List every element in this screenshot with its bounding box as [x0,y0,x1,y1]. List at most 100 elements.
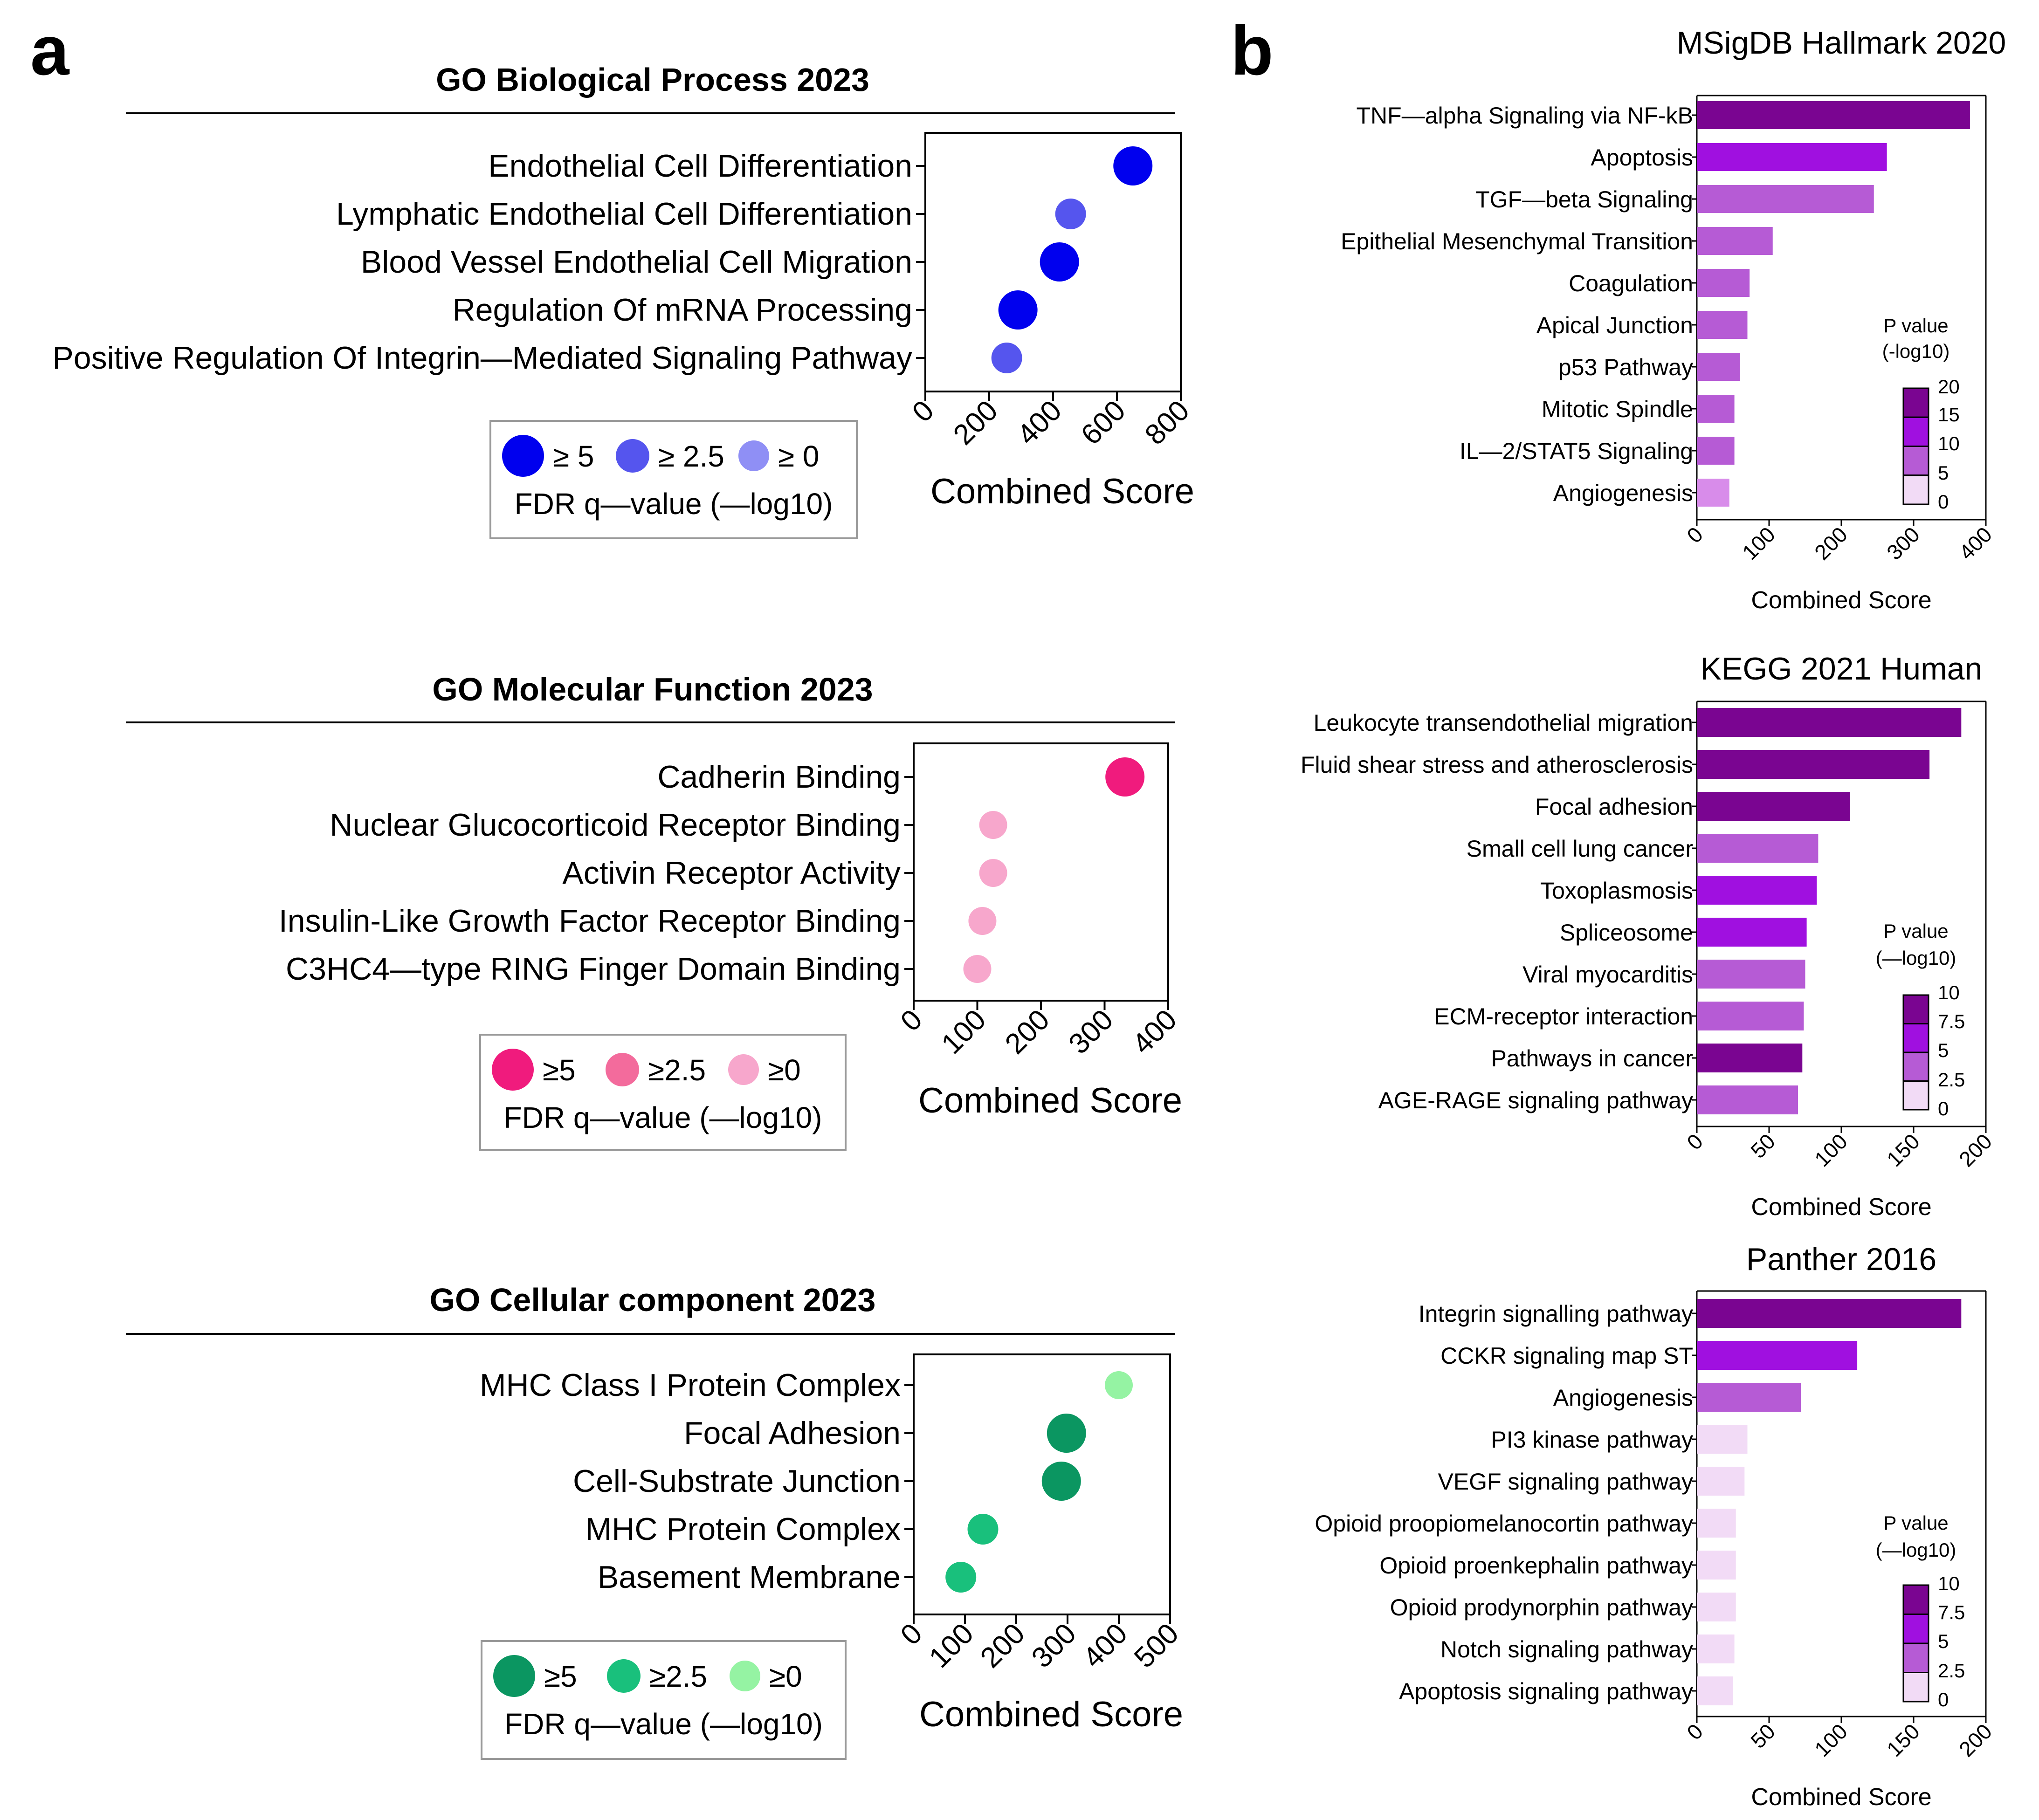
panther-bar [1697,1509,1736,1538]
go_cc-x-tick-label: 300 [1026,1617,1082,1674]
panel-label-b: b [1231,11,1274,89]
go_cc-legend-title: FDR q—value (—log10) [504,1707,823,1741]
panther-x-axis-label: Combined Score [1751,1784,1931,1811]
go_bp-legend-marker [502,435,544,477]
go_bp-x-tick-label: 0 [906,394,940,428]
kegg-category-label: ECM-receptor interaction [1434,1003,1693,1030]
msigdb-category-label: TNF—alpha Signaling via NF-kB [1357,103,1694,129]
go_mf-x-tick-label: 400 [1126,1003,1183,1060]
msigdb-bar [1697,395,1735,423]
panther-category-label: CCKR signaling map ST [1440,1343,1693,1369]
msigdb-bar [1697,227,1773,255]
go_bp-data-point [1040,242,1079,282]
go_cc-data-point [945,1562,977,1593]
go_mf-title: GO Molecular Function 2023 [432,671,873,707]
kegg-category-label: Leukocyte transendothelial migration [1314,710,1693,736]
panther-title: Panther 2016 [1746,1242,1936,1277]
go_bp-legend-label: ≥ 0 [778,440,820,473]
msigdb-category-label: Mitotic Spindle [1542,396,1693,422]
go_cc-x-tick-label: 500 [1128,1617,1185,1674]
kegg-category-label: Fluid shear stress and atherosclerosis [1301,752,1693,778]
msigdb-category-label: TGF—beta Signaling [1475,186,1693,213]
kegg-bar [1697,792,1850,821]
kegg-bar [1697,918,1807,947]
go_cc-x-tick-label: 200 [974,1617,1031,1674]
msigdb-category-label: Apoptosis [1591,144,1693,171]
panther-category-label: Opioid proenkephalin pathway [1379,1552,1693,1579]
panther-bar [1697,1551,1736,1580]
go_bp-data-point [991,343,1022,373]
msigdb-bar [1697,101,1970,129]
msigdb-bar [1697,479,1729,507]
go_cc-data-point [967,1514,999,1545]
kegg-title: KEGG 2021 Human [1701,651,1983,687]
panther-bar [1697,1676,1733,1705]
go_cc-x-tick-label: 400 [1077,1617,1134,1674]
panther-category-label: Integrin signalling pathway [1419,1301,1693,1327]
go_mf-legend-box [479,1034,847,1151]
go_mf-legend-label: ≥2.5 [648,1053,706,1087]
go_cc-legend-label: ≥5 [544,1660,577,1693]
go_mf-x-tick-label: 200 [999,1003,1056,1060]
go_cc-legend-label: ≥2.5 [649,1660,707,1693]
kegg-colorbar-tick-label: 0 [1938,1098,1949,1119]
panther-colorbar-segment [1902,1672,1929,1703]
panther-x-tick-label: 200 [1954,1719,1997,1761]
panther-colorbar-segment [1902,1584,1929,1615]
msigdb-bar [1697,185,1874,213]
go_cc-x-tick-label: 0 [895,1617,929,1651]
msigdb-category-label: Coagulation [1569,270,1693,296]
kegg-category-label: Toxoplasmosis [1540,878,1693,904]
kegg-colorbar-tick-label: 10 [1938,982,1960,1003]
kegg-category-label: Pathways in cancer [1491,1045,1693,1071]
msigdb-category-label: Apical Junction [1536,312,1693,338]
go_cc-legend-label: ≥0 [769,1660,802,1693]
kegg-colorbar-tick-label: 7.5 [1938,1010,1965,1032]
go_bp-data-point [998,290,1038,330]
msigdb-colorbar-segment [1902,416,1929,447]
go_mf-x-tick-label: 300 [1062,1003,1119,1060]
msigdb-category-label: Angiogenesis [1553,480,1693,506]
go_mf-x-tick-label: 100 [935,1003,992,1060]
panther-bar [1697,1299,1962,1328]
kegg-colorbar-segment [1902,994,1929,1024]
go_cc-x-axis-label: Combined Score [919,1695,1183,1734]
kegg-category-label: Small cell lung cancer [1467,836,1693,862]
go_mf-category-label: Nuclear Glucocorticoid Receptor Binding [330,807,901,843]
panther-bar [1697,1467,1745,1496]
go_cc-data-point [1105,1371,1133,1399]
panther-colorbar-segment [1902,1642,1929,1673]
kegg-bar [1697,1002,1804,1030]
kegg-bar [1697,750,1930,779]
go_cc-x-tick-label: 100 [923,1617,980,1674]
kegg-colorbar-tick-label: 2.5 [1938,1069,1965,1091]
kegg-x-tick-label: 100 [1810,1129,1852,1171]
go_cc-legend-marker [493,1655,535,1697]
go_mf-x-axis-label: Combined Score [918,1081,1182,1120]
msigdb-x-tick-label: 400 [1954,522,1997,564]
msigdb-category-label: Epithelial Mesenchymal Transition [1341,228,1693,254]
msigdb-category-label: IL—2/STAT5 Signaling [1460,438,1693,464]
kegg-colorbar-tick-label: 5 [1938,1039,1949,1061]
go_bp-category-label: Endothelial Cell Differentiation [488,148,912,184]
msigdb-x-tick-label: 200 [1810,522,1852,564]
go_cc-category-label: Cell-Substrate Junction [573,1463,901,1499]
go_bp-legend-marker [616,439,649,473]
panther-x-tick-label: 50 [1746,1719,1780,1753]
go_mf-data-point [979,811,1007,839]
msigdb-x-tick-label: 0 [1682,522,1708,548]
msigdb-bar [1697,143,1887,171]
panther-bar [1697,1635,1735,1663]
panther-colorbar-tick-label: 7.5 [1938,1601,1965,1623]
msigdb-x-axis-label: Combined Score [1751,587,1931,614]
panther-category-label: Opioid prodynorphin pathway [1390,1594,1693,1621]
go_mf-category-label: Insulin-Like Growth Factor Receptor Bind… [279,903,901,939]
go_cc-plot-frame [913,1353,1171,1615]
kegg-category-label: AGE-RAGE signaling pathway [1378,1087,1693,1113]
msigdb-colorbar-tick-label: 20 [1938,376,1960,398]
go_mf-category-label: C3HC4—type RING Finger Domain Binding [286,951,901,987]
kegg-colorbar-segment [1902,1051,1929,1082]
go_mf-data-point [963,955,992,983]
kegg-colorbar-segment [1902,1023,1929,1053]
